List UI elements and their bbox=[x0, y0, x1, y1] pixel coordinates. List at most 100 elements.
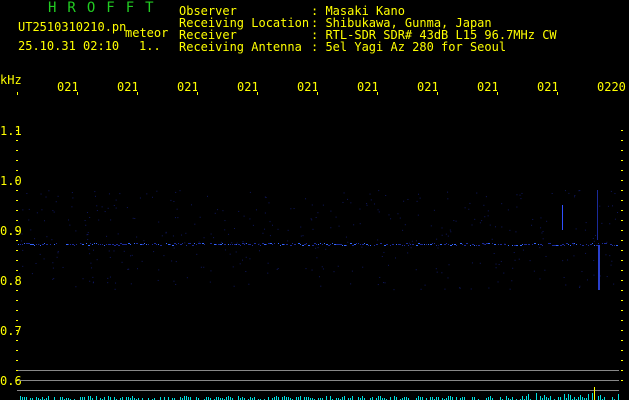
carrier-signal bbox=[108, 244, 110, 245]
carrier-signal bbox=[254, 243, 256, 244]
noise-dot bbox=[359, 208, 361, 210]
level-bar bbox=[618, 394, 619, 400]
level-bar bbox=[306, 397, 307, 400]
noise-dot bbox=[57, 252, 59, 254]
noise-dot bbox=[141, 260, 143, 262]
level-bar bbox=[60, 397, 61, 400]
level-bar bbox=[282, 397, 283, 400]
carrier-signal bbox=[68, 244, 69, 245]
carrier-signal bbox=[190, 243, 191, 244]
level-bar bbox=[430, 397, 431, 400]
level-bar bbox=[338, 398, 339, 400]
noise-dot bbox=[249, 191, 251, 193]
tick-mark bbox=[437, 92, 438, 95]
noise-dot bbox=[614, 193, 616, 195]
level-bar bbox=[304, 397, 305, 400]
noise-dot bbox=[302, 235, 304, 237]
level-bar bbox=[92, 398, 93, 400]
carrier-signal bbox=[306, 243, 307, 244]
tick-mark bbox=[497, 92, 498, 95]
level-bar bbox=[500, 397, 501, 400]
noise-dot bbox=[156, 190, 158, 192]
app-title: HROFFT bbox=[48, 0, 165, 16]
level-bar bbox=[164, 397, 165, 400]
carrier-signal bbox=[82, 244, 84, 245]
noise-dot bbox=[207, 195, 209, 197]
carrier-signal bbox=[350, 243, 352, 244]
noise-dot bbox=[438, 244, 440, 246]
noise-dot bbox=[134, 218, 136, 220]
time-label: 0219 bbox=[537, 80, 557, 94]
level-bar bbox=[190, 397, 191, 400]
level-bar bbox=[348, 398, 349, 400]
noise-dot bbox=[113, 250, 115, 252]
noise-dot bbox=[609, 255, 611, 257]
carrier-signal bbox=[34, 245, 35, 246]
meteor-echo bbox=[598, 245, 600, 290]
noise-dot bbox=[610, 190, 612, 192]
level-bar bbox=[548, 398, 549, 400]
level-bar bbox=[54, 397, 55, 400]
noise-dot bbox=[213, 237, 215, 239]
noise-dot bbox=[158, 269, 160, 271]
noise-dot bbox=[128, 268, 130, 270]
level-bar bbox=[80, 397, 81, 400]
level-bar bbox=[574, 397, 575, 400]
level-bar bbox=[568, 394, 569, 400]
axis-tick bbox=[621, 380, 623, 381]
carrier-signal bbox=[548, 243, 550, 244]
carrier-signal bbox=[44, 243, 45, 244]
carrier-signal bbox=[36, 244, 37, 245]
axis-tick bbox=[621, 300, 623, 301]
level-bar bbox=[490, 396, 491, 400]
level-bar bbox=[612, 397, 613, 400]
carrier-signal bbox=[136, 243, 138, 244]
noise-dot bbox=[418, 193, 420, 195]
carrier-signal bbox=[360, 244, 361, 245]
noise-dot bbox=[435, 268, 437, 270]
carrier-signal bbox=[216, 244, 217, 245]
carrier-signal bbox=[606, 243, 607, 244]
carrier-signal bbox=[238, 244, 240, 245]
level-bar bbox=[300, 396, 301, 400]
noise-dot bbox=[359, 223, 361, 225]
axis-tick bbox=[621, 160, 623, 161]
carrier-signal bbox=[24, 243, 25, 244]
carrier-signal bbox=[492, 243, 493, 244]
noise-dot bbox=[264, 212, 266, 214]
noise-dot bbox=[235, 251, 237, 253]
level-bar bbox=[396, 397, 397, 400]
level-bar bbox=[30, 398, 31, 400]
level-bar bbox=[218, 397, 219, 400]
noise-dot bbox=[136, 268, 138, 270]
carrier-signal bbox=[234, 244, 236, 245]
axis-tick bbox=[621, 150, 623, 151]
noise-dot bbox=[447, 277, 449, 279]
level-bar bbox=[132, 396, 133, 400]
carrier-signal bbox=[386, 244, 388, 245]
noise-dot bbox=[171, 260, 173, 262]
level-bar bbox=[238, 396, 239, 400]
carrier-signal bbox=[574, 243, 575, 244]
receiver-value: : RTL-SDR SDR# 43dB L15 96.7MHz CW bbox=[311, 28, 557, 42]
noise-dot bbox=[606, 241, 608, 243]
carrier-signal bbox=[134, 243, 135, 244]
noise-dot bbox=[258, 250, 260, 252]
level-bar bbox=[450, 396, 451, 400]
time-label: 0211 bbox=[57, 80, 77, 94]
carrier-signal bbox=[564, 245, 565, 246]
noise-dot bbox=[245, 256, 247, 258]
noise-dot bbox=[370, 199, 372, 201]
time-label: 0216 bbox=[357, 80, 377, 94]
noise-dot bbox=[214, 212, 216, 214]
noise-dot bbox=[540, 217, 542, 219]
noise-dot bbox=[605, 254, 607, 256]
carrier-signal bbox=[324, 243, 325, 244]
carrier-signal bbox=[428, 244, 429, 245]
carrier-signal bbox=[402, 245, 403, 246]
level-bar bbox=[160, 397, 161, 400]
noise-dot bbox=[586, 279, 588, 281]
noise-dot bbox=[511, 280, 513, 282]
noise-dot bbox=[362, 266, 364, 268]
carrier-signal bbox=[178, 243, 179, 244]
